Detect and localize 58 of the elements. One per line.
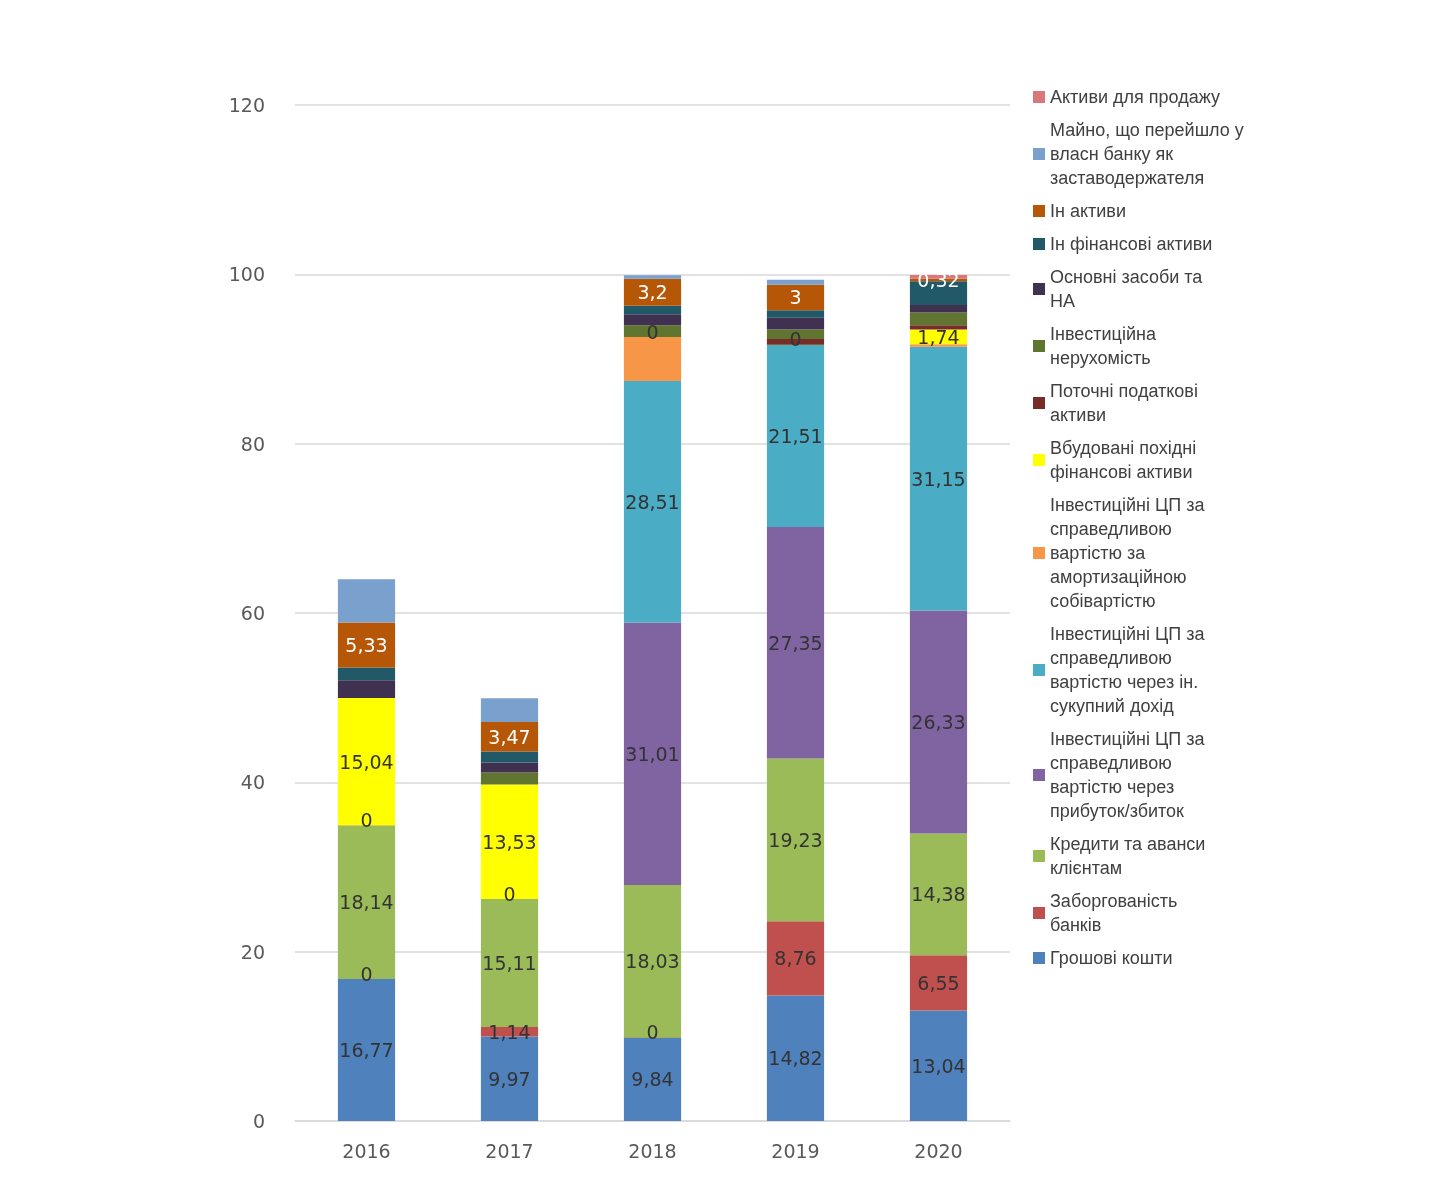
legend-label: Ін активи (1050, 201, 1126, 221)
y-tick-label: 120 (228, 94, 265, 116)
data-label: 13,53 (482, 830, 537, 853)
data-label: 14,82 (768, 1047, 823, 1070)
data-label: 0 (789, 328, 802, 351)
legend-label: Інвестиційні ЦП за справедливою вартістю за амортизаційною собівартістю (1050, 495, 1210, 611)
data-label: 0 (503, 882, 516, 905)
y-tick-label: 80 (240, 432, 265, 455)
data-label: 14,38 (911, 883, 966, 906)
data-label: 15,11 (482, 951, 537, 974)
data-label: 1,74 (917, 325, 960, 348)
legend-label: Вбудовані похідні фінансові активи (1050, 438, 1202, 482)
data-label: 5,33 (345, 634, 388, 657)
data-label: 16,77 (339, 1039, 394, 1062)
x-tick-label: 2017 (485, 1139, 534, 1162)
data-label: 6,55 (917, 971, 960, 994)
data-label: 0 (360, 962, 373, 985)
data-label: 1,14 (488, 1020, 531, 1043)
legend-label: Активи для продажу (1050, 87, 1220, 107)
y-tick-label: 60 (240, 602, 265, 624)
data-label: 15,04 (339, 750, 394, 773)
x-tick-label: 2018 (628, 1139, 677, 1162)
data-label: 3,2 (637, 281, 668, 304)
data-label: 3,47 (488, 725, 531, 748)
legend-label: Майно, що перейшло у власн банку як заставодержателя (1050, 120, 1249, 188)
legend-label: Інвестиційні ЦП за справедливою вартістю через прибуток/збиток (1050, 729, 1210, 821)
data-label: 28,51 (625, 490, 680, 513)
x-tick-label: 2016 (342, 1139, 391, 1162)
data-label: 0 (646, 1021, 659, 1044)
data-label: 18,03 (625, 950, 680, 973)
legend-label: Основні засоби та НА (1050, 267, 1208, 311)
y-tick-label: 100 (228, 263, 265, 286)
data-label: 27,35 (768, 631, 823, 654)
data-label: 26,33 (911, 710, 966, 733)
legend-label: Грошові кошти (1050, 948, 1173, 968)
data-label: 31,15 (911, 467, 966, 490)
legend-label: Заборгованість банків (1050, 891, 1183, 935)
data-label: 9,84 (631, 1068, 674, 1091)
data-label: 0 (646, 320, 659, 343)
y-tick-label: 0 (252, 1110, 265, 1132)
data-label: 9,97 (488, 1067, 531, 1090)
legend-label: Інвестиційна нерухомість (1050, 324, 1161, 368)
data-label: 0 (360, 808, 373, 831)
x-tick-label: 2020 (914, 1139, 963, 1162)
data-label: 19,23 (768, 828, 823, 851)
data-label: 18,14 (339, 891, 394, 914)
legend-label: Поточні податкові активи (1050, 381, 1203, 425)
legend-label: Ін фінансові активи (1050, 234, 1213, 254)
data-label: 13,04 (911, 1054, 966, 1077)
data-label: 8,76 (774, 947, 817, 970)
data-label: 3 (789, 286, 802, 309)
legend-label: Інвестиційні ЦП за справедливою вартістю через ін. сукупний дохід (1050, 624, 1210, 716)
data-label: 31,01 (625, 742, 680, 765)
data-label: 21,51 (768, 424, 823, 447)
x-tick-label: 2019 (771, 1139, 820, 1162)
y-tick-label: 20 (240, 940, 265, 963)
y-tick-label: 40 (240, 771, 265, 794)
legend-label: Кредити та аванси клієнтам (1050, 834, 1211, 878)
